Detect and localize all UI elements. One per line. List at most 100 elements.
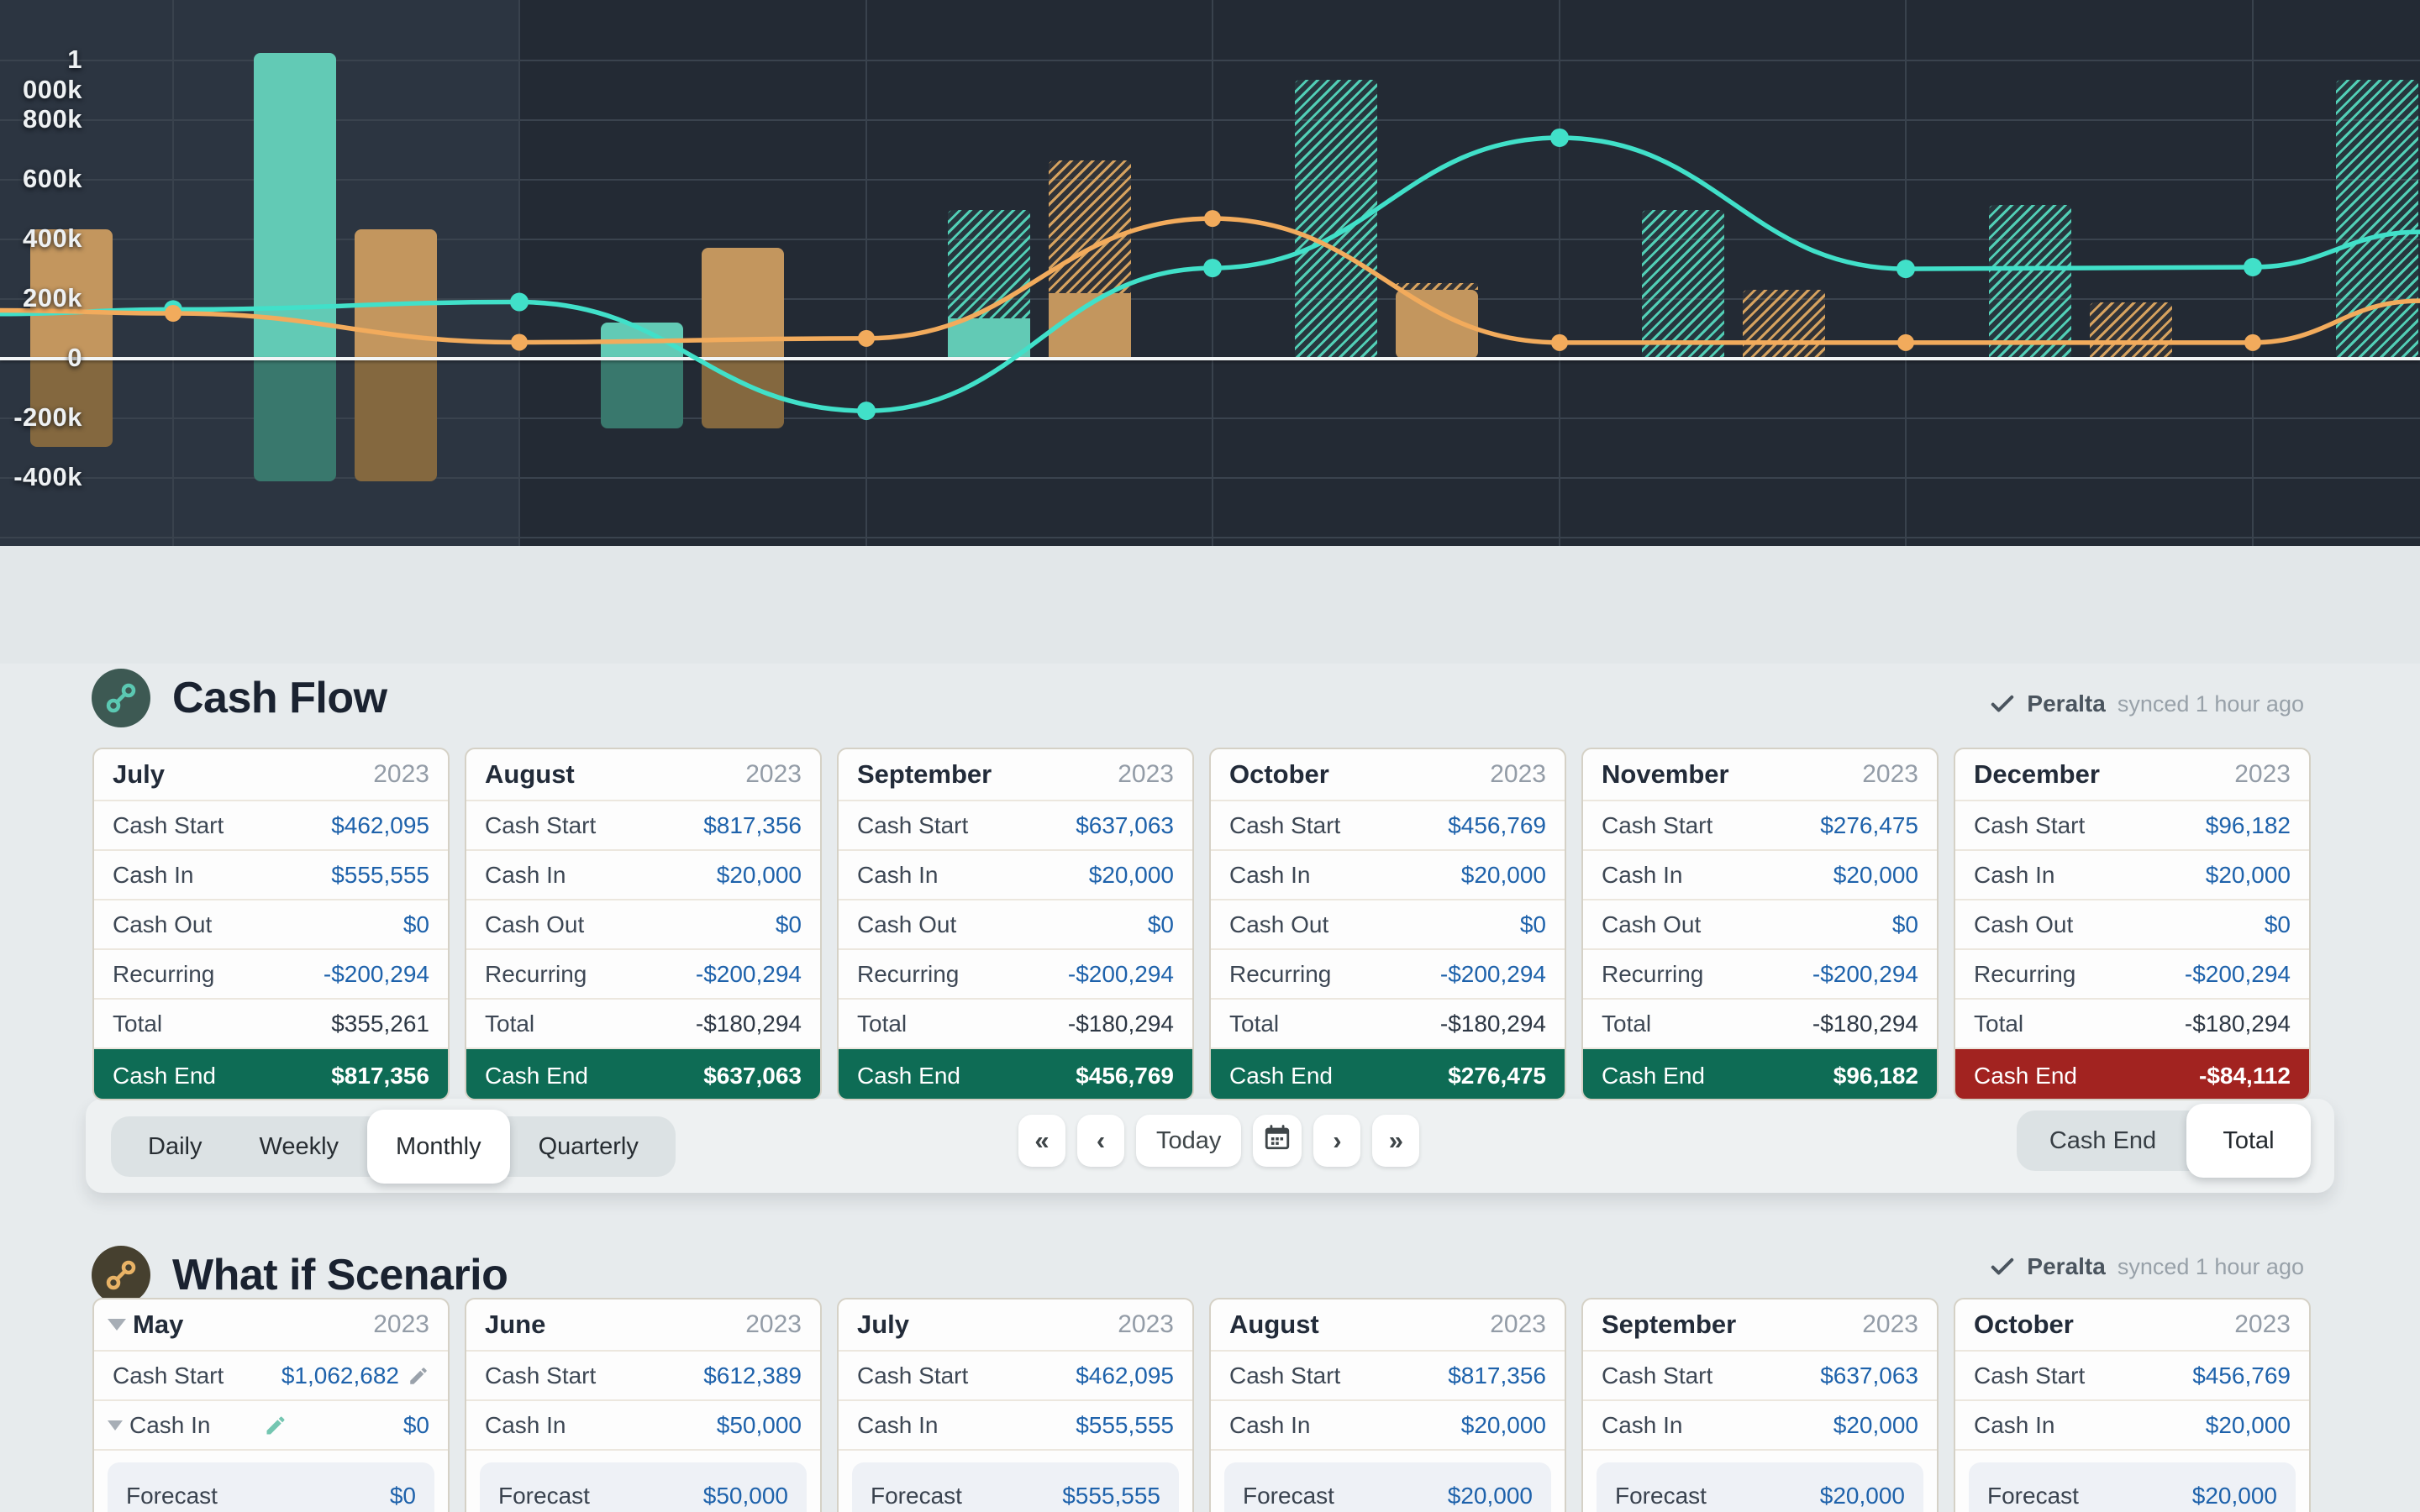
cash-in-bar-october-forecast[interactable]	[1642, 209, 1724, 359]
cash-end-footer: Cash End $637,063	[466, 1049, 820, 1099]
card-year: 2023	[1490, 760, 1546, 788]
teal-balance-line-point	[857, 402, 876, 421]
metric-toggle: Cash End Total	[2017, 1104, 2311, 1178]
cash-flow-sync-status: Peralta synced 1 hour ago	[1990, 690, 2304, 717]
calendar-icon	[1263, 1123, 1292, 1158]
prev-period-button[interactable]: ‹	[1077, 1115, 1124, 1167]
teal-balance-line-point	[1550, 128, 1569, 147]
cash-end-footer: Cash End $456,769	[839, 1049, 1192, 1099]
gridline	[865, 0, 867, 546]
gridline	[0, 537, 2420, 538]
card-month: October	[1229, 759, 1329, 789]
edit-pencil-icon[interactable]	[408, 1365, 429, 1387]
link-nodes-icon	[106, 683, 136, 713]
y-axis-tick-label: -200k	[13, 402, 82, 432]
orange-total-line	[0, 216, 2420, 345]
teal-balance-line-point	[1897, 260, 1915, 279]
cash-flow-header: Cash Flow	[92, 668, 387, 728]
cash-in-bar-july-below-zero[interactable]	[601, 359, 683, 429]
forecast-subrow: Forecast $20,000	[1224, 1462, 1551, 1512]
sync-time: synced 1 hour ago	[2117, 1253, 2304, 1279]
y-axis-tick-label: -400k	[13, 462, 82, 491]
orange-total-line-point	[1551, 333, 1568, 351]
card-month: August	[485, 759, 575, 789]
what-if-sync-status: Peralta synced 1 hour ago	[1990, 1253, 2304, 1280]
cashflow-chart[interactable]: 1 000k 800k 600k 400k 200k 0 -200k -400k	[0, 0, 2420, 546]
teal-balance-line-point	[1203, 259, 1222, 278]
metric-cash-end-option[interactable]: Cash End	[2017, 1110, 2189, 1171]
gridline	[172, 0, 174, 546]
orange-total-line-point	[1897, 333, 1914, 351]
cash-in-bar-december-forecast[interactable]	[2336, 80, 2418, 359]
cash-out-bar-november-forecast[interactable]	[2090, 302, 2172, 359]
cash-in-bar-november-forecast[interactable]	[1989, 205, 2071, 359]
jump-last-button[interactable]: »	[1372, 1115, 1420, 1167]
whatif-card-october: October 2023 Cash Start $456,769 Cash In $2…	[1954, 1298, 2311, 1512]
today-button[interactable]: Today	[1136, 1115, 1242, 1167]
calendar-button[interactable]	[1253, 1115, 1302, 1167]
cash-in-bar-june-below-zero[interactable]	[254, 359, 336, 481]
cashflow-card-november: November 2023 Cash Start $276,475 Cash In $…	[1581, 748, 1939, 1100]
orange-total-line-point	[1204, 210, 1221, 228]
collapse-chevron-icon[interactable]	[108, 1319, 126, 1331]
collapse-chevron-icon[interactable]	[108, 1420, 123, 1431]
cash-out-bar-june-below-zero[interactable]	[355, 359, 437, 481]
orange-total-line-point	[511, 333, 528, 351]
view-weekly-button[interactable]: Weekly	[230, 1116, 367, 1177]
cash-in-bar-august-forecast[interactable]	[948, 209, 1030, 319]
cash-in-bar-august[interactable]	[948, 318, 1030, 359]
card-month: July	[113, 759, 166, 789]
cash-out-bar-may-below-zero[interactable]	[30, 359, 113, 447]
next-period-button[interactable]: ›	[1313, 1115, 1361, 1167]
jump-first-button[interactable]: «	[1018, 1115, 1065, 1167]
gridline	[0, 298, 2420, 300]
link-nodes-icon	[106, 1260, 136, 1290]
cash-out-bar-october-forecast[interactable]	[1743, 290, 1825, 359]
gridline	[0, 239, 2420, 240]
gridline	[1559, 0, 1560, 546]
cash-out-bar-august-forecast[interactable]	[1049, 160, 1131, 293]
card-year: 2023	[1118, 760, 1174, 788]
metric-total-option[interactable]: Total	[2186, 1104, 2311, 1178]
sync-account: Peralta	[2027, 1253, 2106, 1279]
gridline	[0, 179, 2420, 181]
cash-out-bar-september-forecast-cap[interactable]	[1396, 282, 1478, 290]
card-year: 2023	[373, 760, 429, 788]
cash-flow-icon	[92, 669, 150, 727]
whatif-card-september: September 2023 Cash Start $637,063 Cash In…	[1581, 1298, 1939, 1512]
sync-time: synced 1 hour ago	[2117, 690, 2304, 717]
forecast-subrow: Forecast $50,000	[480, 1462, 807, 1512]
gridline	[0, 477, 2420, 479]
view-monthly-button[interactable]: Monthly	[367, 1110, 510, 1184]
line-series-overlay	[0, 128, 2420, 421]
cash-end-footer-negative: Cash End -$84,112	[1955, 1049, 2309, 1099]
gridline	[0, 60, 2420, 61]
what-if-header: What if Scenario	[92, 1245, 508, 1305]
what-if-title: What if Scenario	[172, 1251, 508, 1299]
check-icon	[1991, 1257, 2014, 1275]
card-year: 2023	[2234, 760, 2291, 788]
sync-account: Peralta	[2027, 690, 2106, 717]
cashflow-card-october: October 2023 Cash Start $456,769 Cash In $2…	[1209, 748, 1566, 1100]
edit-pencil-teal-icon[interactable]	[264, 1414, 287, 1437]
y-axis-tick-label: 600k	[23, 164, 82, 193]
whatif-card-july: July 2023 Cash Start $462,095 Cash In $555,…	[837, 1298, 1194, 1512]
view-quarterly-button[interactable]: Quarterly	[510, 1116, 667, 1177]
forecast-subrow: Forecast $0	[108, 1462, 434, 1512]
cash-flow-title: Cash Flow	[172, 674, 387, 722]
zero-axis-line	[0, 357, 2420, 360]
y-axis-tick-label: 400k	[23, 223, 82, 253]
y-axis-tick-label: 1 000k	[23, 45, 82, 104]
view-daily-button[interactable]: Daily	[119, 1116, 230, 1177]
cash-out-bar-may[interactable]	[30, 228, 113, 359]
editable-cash-start-value: $1,062,682	[281, 1362, 399, 1389]
teal-balance-line-point	[510, 292, 529, 312]
y-axis-tick-label: 800k	[23, 104, 82, 134]
cashflow-card-september: September 2023 Cash Start $637,063 Cash In…	[837, 748, 1194, 1100]
card-year: 2023	[1862, 760, 1918, 788]
forecast-subrow: Forecast $20,000	[1969, 1462, 2296, 1512]
cashflow-card-july: July 2023 Cash Start $462,095 Cash In $555,…	[92, 748, 450, 1100]
cash-end-footer: Cash End $817,356	[94, 1049, 448, 1099]
toolbar-band: Daily Weekly Monthly Quarterly « ‹ Today…	[0, 546, 2420, 1193]
